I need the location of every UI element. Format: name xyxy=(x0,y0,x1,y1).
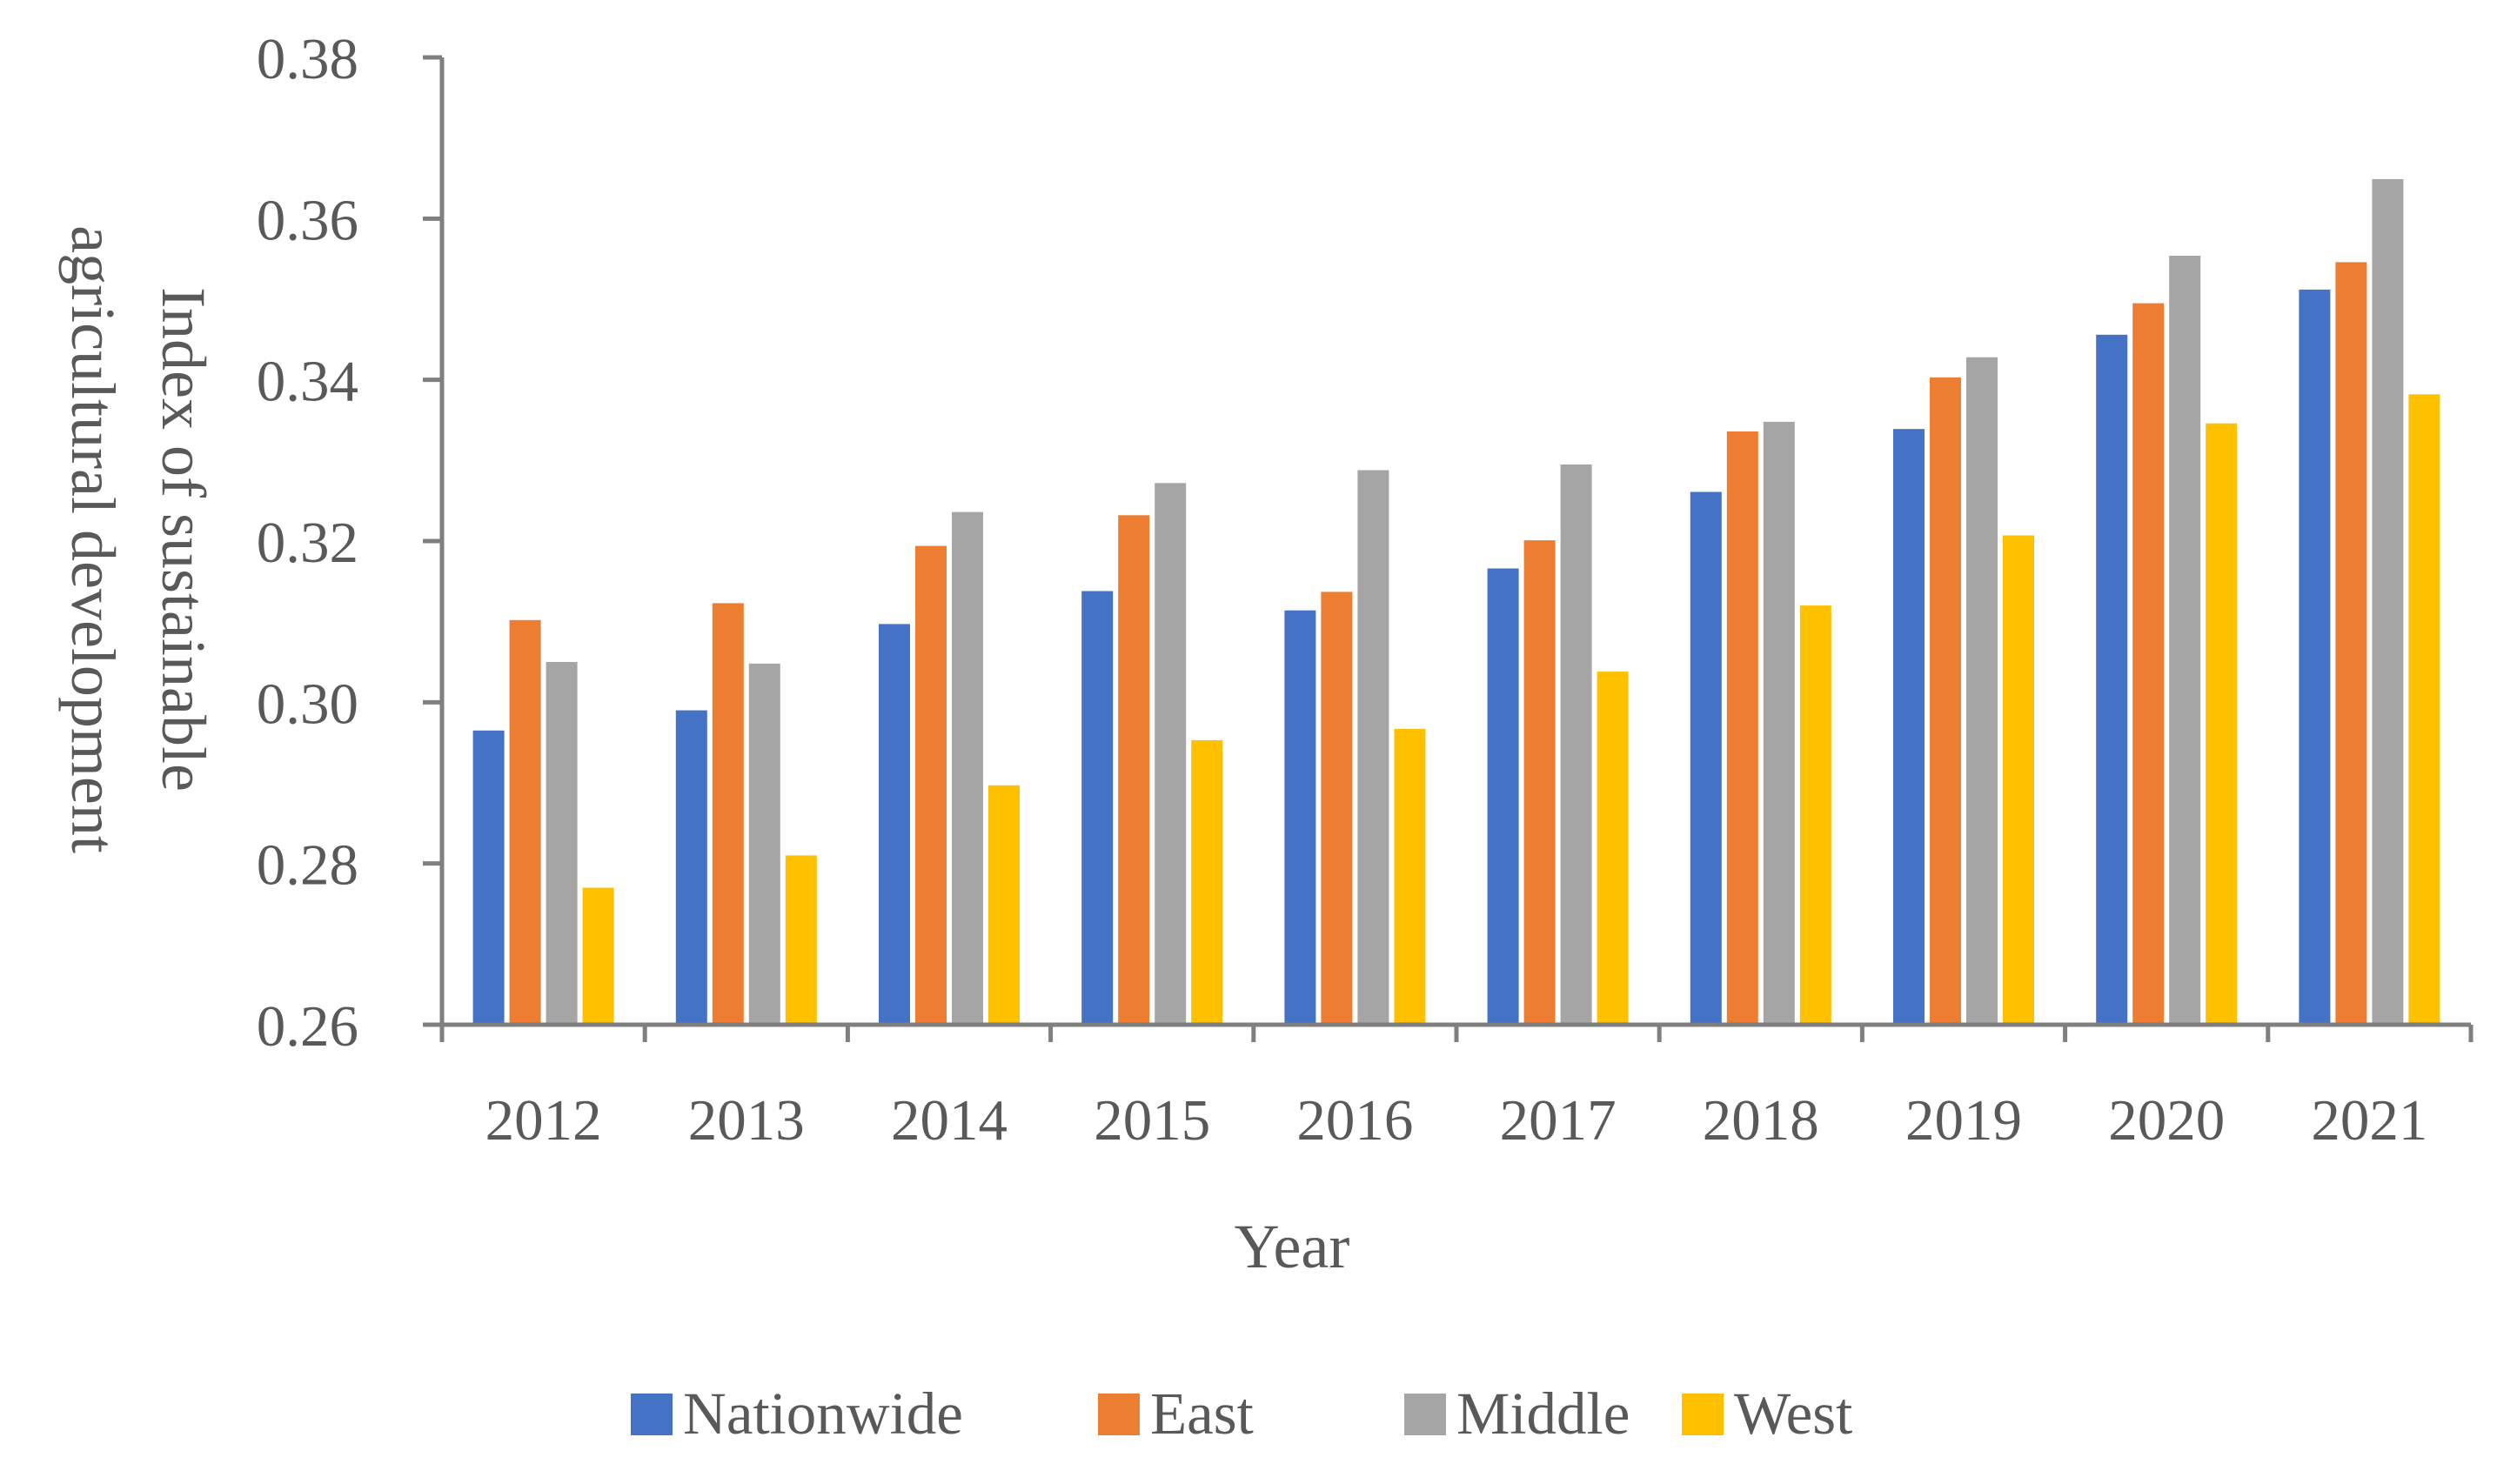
bar-east-2014 xyxy=(915,545,947,1025)
y-tick-label: 0.34 xyxy=(257,350,358,414)
bar-nationwide-2017 xyxy=(1487,568,1519,1025)
axes-group xyxy=(423,55,2474,1042)
bar-west-2012 xyxy=(582,887,614,1025)
x-tick-label: 2012 xyxy=(485,1088,602,1153)
bar-east-2012 xyxy=(509,619,541,1025)
x-tick-label: 2021 xyxy=(2311,1088,2427,1153)
x-tick-label: 2017 xyxy=(1500,1088,1617,1153)
bar-middle-2020 xyxy=(2169,256,2201,1025)
legend-swatch-nationwide xyxy=(631,1394,673,1435)
bar-middle-2021 xyxy=(2372,178,2404,1025)
bar-nationwide-2012 xyxy=(472,730,505,1025)
bar-east-2017 xyxy=(1523,540,1556,1025)
bar-middle-2014 xyxy=(952,511,983,1025)
y-tick-label: 0.28 xyxy=(257,833,358,898)
bar-west-2017 xyxy=(1597,672,1629,1025)
bar-middle-2013 xyxy=(748,663,780,1025)
legend-swatch-west xyxy=(1682,1394,1724,1435)
legend-label-west: West xyxy=(1734,1380,1852,1447)
bar-east-2013 xyxy=(712,603,744,1025)
x-tick-label: 2015 xyxy=(1094,1088,1210,1153)
bar-west-2016 xyxy=(1394,728,1426,1025)
bar-east-2019 xyxy=(1930,377,1961,1025)
bar-west-2021 xyxy=(2408,394,2440,1025)
y-tick-labels: 0.26 0.28 0.30 0.32 0.34 0.36 0.38 xyxy=(257,27,358,1059)
bar-east-2018 xyxy=(1726,431,1758,1025)
bar-middle-2012 xyxy=(546,662,578,1025)
bar-west-2015 xyxy=(1191,739,1223,1025)
bar-east-2016 xyxy=(1321,592,1353,1025)
bar-middle-2015 xyxy=(1155,483,1187,1025)
x-tick-label: 2014 xyxy=(891,1088,1008,1153)
bar-west-2019 xyxy=(2003,535,2034,1025)
x-tick-label: 2019 xyxy=(1905,1088,2022,1153)
bar-nationwide-2014 xyxy=(879,624,910,1025)
x-tick-label: 2020 xyxy=(2108,1088,2225,1153)
y-tick-label: 0.38 xyxy=(257,27,358,91)
legend-label-nationwide: Nationwide xyxy=(683,1380,963,1447)
bar-nationwide-2013 xyxy=(675,710,707,1025)
legend-swatch-east xyxy=(1098,1394,1140,1435)
y-tick-label: 0.26 xyxy=(257,994,358,1059)
bar-nationwide-2015 xyxy=(1081,591,1114,1025)
x-tick-label: 2013 xyxy=(688,1088,805,1153)
bar-west-2014 xyxy=(988,785,1020,1025)
bar-west-2018 xyxy=(1799,605,1831,1025)
bar-east-2021 xyxy=(2335,262,2367,1025)
y-tick-label: 0.36 xyxy=(257,188,358,252)
bar-middle-2018 xyxy=(1763,421,1795,1025)
bar-middle-2017 xyxy=(1560,465,1592,1025)
y-axis-title-line2: agricultural development xyxy=(58,225,128,853)
y-axis-title-line1: Index of sustainable xyxy=(149,287,218,792)
bar-middle-2016 xyxy=(1357,470,1389,1025)
x-axis-title: Year xyxy=(1235,1212,1350,1281)
bar-west-2013 xyxy=(785,855,817,1025)
bar-nationwide-2016 xyxy=(1284,610,1316,1025)
bar-nationwide-2020 xyxy=(2096,334,2128,1025)
legend-label-middle: Middle xyxy=(1456,1380,1630,1447)
bar-east-2015 xyxy=(1118,515,1150,1025)
legend-label-east: East xyxy=(1150,1380,1254,1447)
bar-middle-2019 xyxy=(1966,357,1998,1025)
x-tick-labels: 2012 2013 2014 2015 2016 2017 2018 2019 2020 2021 xyxy=(485,1088,2428,1153)
bar-east-2020 xyxy=(2132,303,2165,1026)
y-tick-label: 0.32 xyxy=(257,511,358,575)
bars-group xyxy=(472,178,2440,1026)
x-tick-label: 2018 xyxy=(1703,1088,1819,1153)
bar-nationwide-2021 xyxy=(2299,289,2331,1025)
bar-nationwide-2018 xyxy=(1690,491,1722,1025)
bar-nationwide-2019 xyxy=(1893,429,1925,1025)
y-tick-label: 0.30 xyxy=(257,672,358,736)
bar-west-2020 xyxy=(2206,423,2238,1025)
legend: Nationwide East Middle West xyxy=(631,1380,1852,1447)
x-tick-label: 2016 xyxy=(1296,1088,1413,1153)
legend-swatch-middle xyxy=(1404,1394,1446,1435)
